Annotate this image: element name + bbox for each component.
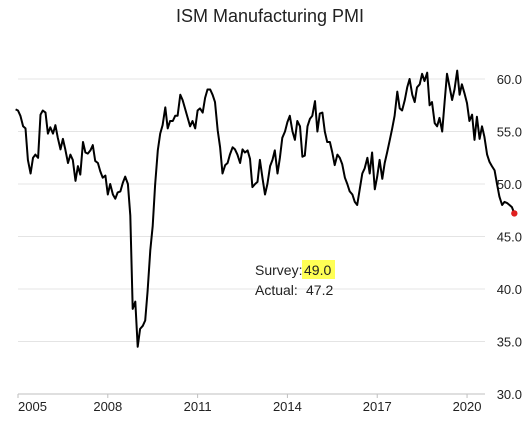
axis-layer: 30.0 35.0 40.0 45.0 50.0 55.0 60.0 2005 2008 2011… bbox=[17, 72, 522, 414]
series-line-0 bbox=[15, 69, 516, 348]
x-tick-label-4: 2017 bbox=[363, 399, 392, 414]
y-tick-label-0: 30.0 bbox=[497, 387, 522, 402]
x-tick-label-5: 2020 bbox=[453, 399, 482, 414]
annotation: Survey: 49.0 Actual: 47.2 bbox=[255, 260, 335, 298]
survey-value: 49.0 bbox=[304, 262, 331, 278]
x-tick-label-2: 2011 bbox=[184, 399, 212, 414]
chart-title: ISM Manufacturing PMI bbox=[176, 6, 364, 26]
survey-value-highlight bbox=[302, 260, 335, 279]
y-tick-label-1: 35.0 bbox=[497, 335, 522, 350]
y-tick-label-3: 45.0 bbox=[497, 230, 522, 245]
x-tick-label-1: 2008 bbox=[93, 399, 122, 414]
survey-label: Survey: bbox=[255, 262, 302, 278]
actual-value: 47.2 bbox=[306, 282, 333, 298]
y-tick-label-4: 50.0 bbox=[497, 177, 522, 192]
y-tick-label-6: 60.0 bbox=[497, 72, 522, 87]
latest-value-point bbox=[511, 210, 518, 217]
point-layer bbox=[511, 210, 518, 217]
grid-layer bbox=[18, 78, 485, 395]
y-tick-label-5: 55.0 bbox=[497, 125, 522, 140]
x-tick-label-0: 2005 bbox=[18, 399, 47, 414]
y-tick-label-2: 40.0 bbox=[497, 282, 522, 297]
series-layer bbox=[15, 69, 516, 348]
x-tick-label-3: 2014 bbox=[273, 399, 302, 414]
actual-label: Actual: bbox=[255, 282, 298, 298]
